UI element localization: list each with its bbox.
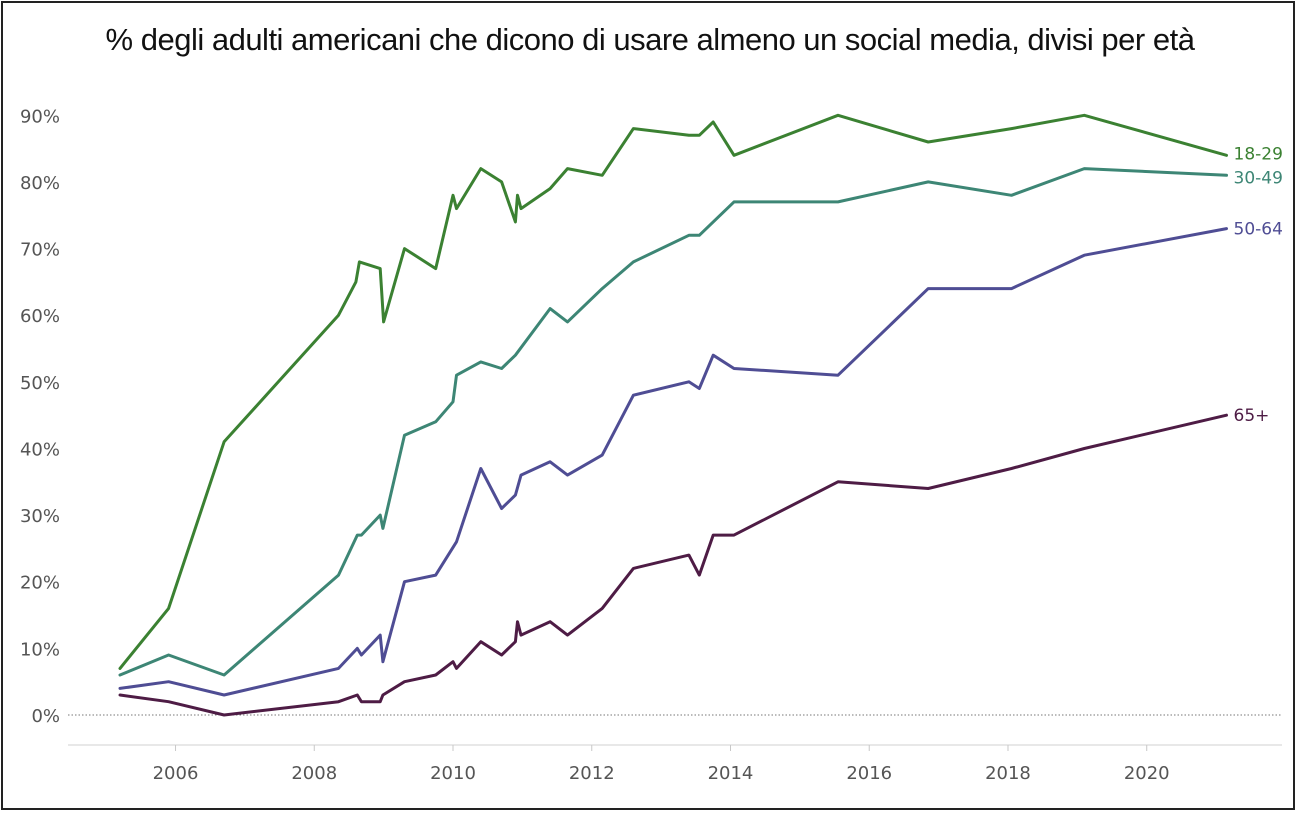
chart-title: % degli adulti americani che dicono di u… — [105, 22, 1195, 57]
x-tick-label: 2010 — [430, 763, 476, 784]
y-tick-label: 70% — [20, 240, 60, 261]
y-tick-label: 10% — [20, 639, 60, 660]
y-tick-label: 50% — [20, 373, 60, 394]
x-tick-label: 2020 — [1124, 763, 1170, 784]
y-tick-label: 30% — [20, 506, 60, 527]
series-label-50-64: 50-64 — [1234, 220, 1283, 240]
series-line-30-49 — [118, 167, 1228, 677]
x-tick-label: 2018 — [985, 763, 1031, 784]
x-tick-label: 2016 — [846, 763, 892, 784]
y-tick-label: 20% — [20, 573, 60, 594]
series-label-65+: 65+ — [1234, 406, 1270, 426]
series-label-18-29: 18-29 — [1234, 144, 1283, 164]
y-tick-label: 40% — [20, 439, 60, 460]
series-line-50-64 — [118, 227, 1228, 697]
x-tick-label: 2008 — [291, 763, 337, 784]
series-line-18-29 — [118, 113, 1228, 670]
y-tick-label: 60% — [20, 306, 60, 327]
x-tick-label: 2014 — [708, 763, 754, 784]
y-tick-label: 0% — [31, 706, 60, 727]
series-line-65+ — [118, 413, 1228, 717]
y-tick-label: 80% — [20, 173, 60, 194]
y-tick-label: 90% — [20, 106, 60, 127]
x-tick-label: 2012 — [569, 763, 615, 784]
x-tick-label: 2006 — [153, 763, 199, 784]
series-label-30-49: 30-49 — [1234, 168, 1283, 188]
